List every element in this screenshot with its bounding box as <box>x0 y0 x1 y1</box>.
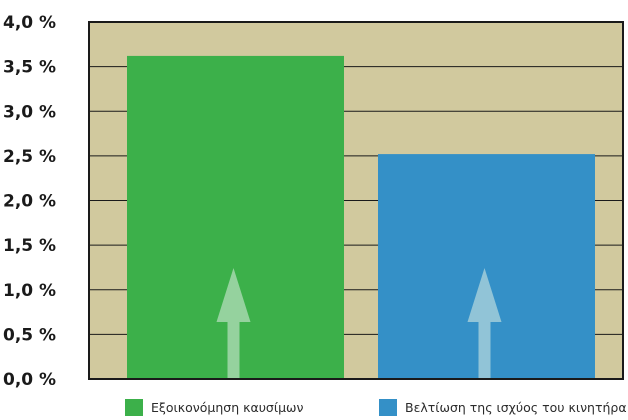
legend-item-fuel-saving: Εξοικονόμηση καυσίμων <box>125 399 303 416</box>
y-tick-label: 0,5 % <box>3 325 56 345</box>
legend-label-fuel-saving: Εξοικονόμηση καυσίμων <box>151 400 304 415</box>
y-tick-label: 1,0 % <box>3 281 56 301</box>
y-tick-label: 1,5 % <box>3 236 56 256</box>
y-tick-label: 3,5 % <box>3 58 56 78</box>
legend-item-engine-power: Βελτίωση της ισχύος του κινητήρα <box>379 399 627 416</box>
legend-label-engine-power: Βελτίωση της ισχύος του κινητήρα <box>405 400 627 415</box>
y-tick-label: 2,5 % <box>3 147 56 167</box>
arrow-up-icon <box>467 268 502 379</box>
legend-swatch-blue <box>379 399 397 416</box>
legend-swatch-green <box>125 399 143 416</box>
plot-frame <box>88 21 624 380</box>
y-axis-tick-labels: 0,0 % 0,5 % 1,0 % 1,5 % 2,0 % 2,5 % 3,0 % 3,5 %… <box>3 13 56 390</box>
arrow-up-icon <box>216 268 251 379</box>
arrows <box>216 268 502 379</box>
y-tick-label: 4,0 % <box>3 13 56 33</box>
y-tick-label: 3,0 % <box>3 102 56 122</box>
y-tick-label: 2,0 % <box>3 192 56 212</box>
y-tick-label: 0,0 % <box>3 370 56 390</box>
